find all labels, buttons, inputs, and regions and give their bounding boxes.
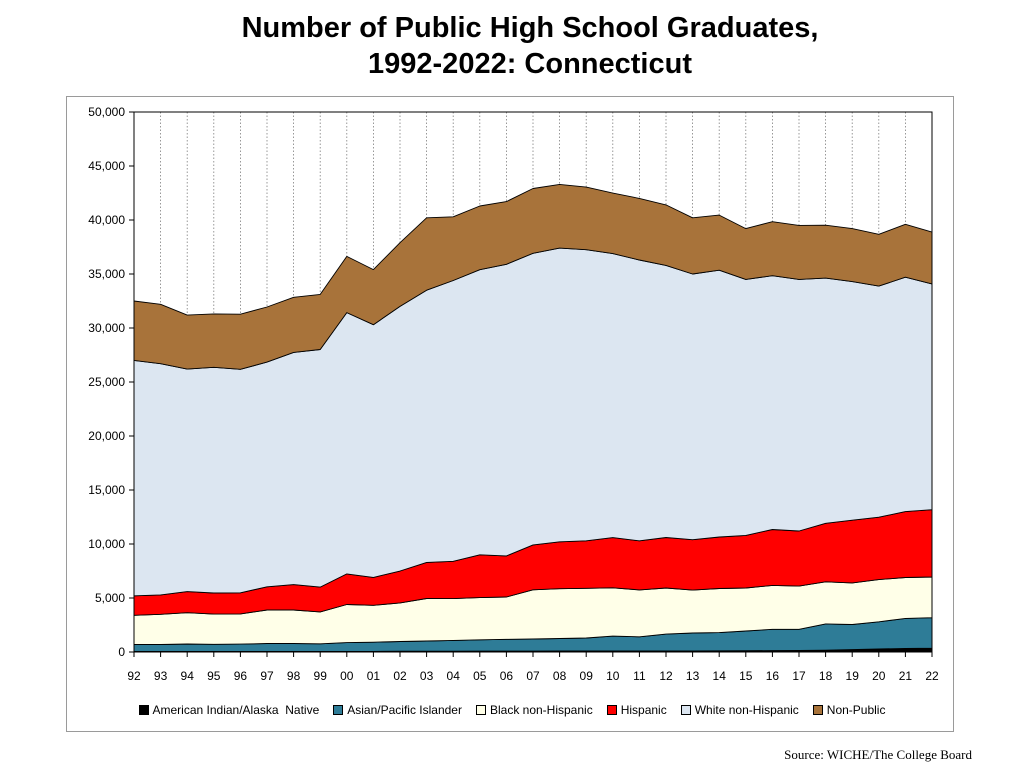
legend-label: American Indian/Alaska Native bbox=[152, 703, 320, 717]
chart-title-line-2: 1992-2022: Connecticut bbox=[368, 48, 692, 80]
legend-item: Hispanic bbox=[606, 703, 667, 717]
x-tick-label: 01 bbox=[367, 669, 381, 683]
y-tick-label: 25,000 bbox=[88, 375, 125, 389]
y-tick-label: 20,000 bbox=[88, 429, 125, 443]
y-tick-label: 15,000 bbox=[88, 483, 125, 497]
legend-swatch bbox=[475, 705, 486, 715]
chart-title: Number of Public High School Graduates, … bbox=[0, 10, 1024, 82]
x-tick-label: 05 bbox=[473, 669, 487, 683]
x-tick-label: 98 bbox=[287, 669, 301, 683]
x-tick-label: 09 bbox=[580, 669, 594, 683]
legend-item: Asian/Pacific Islander bbox=[333, 703, 462, 717]
x-tick-label: 14 bbox=[713, 669, 727, 683]
legend-swatch bbox=[680, 705, 691, 715]
legend-label: White non-Hispanic bbox=[694, 703, 799, 717]
legend-label: Asian/Pacific Islander bbox=[347, 703, 462, 717]
legend-item: Non-Public bbox=[812, 703, 886, 717]
x-tick-label: 15 bbox=[739, 669, 753, 683]
legend-label: Black non-Hispanic bbox=[489, 703, 593, 717]
x-tick-label: 93 bbox=[154, 669, 168, 683]
x-tick-label: 10 bbox=[606, 669, 620, 683]
x-tick-label: 21 bbox=[899, 669, 913, 683]
x-tick-label: 22 bbox=[925, 669, 939, 683]
chart-title-line-1: Number of Public High School Graduates, bbox=[241, 12, 819, 44]
x-tick-label: 13 bbox=[686, 669, 700, 683]
legend-swatch bbox=[333, 705, 344, 715]
legend-swatch bbox=[606, 705, 617, 715]
y-tick-label: 40,000 bbox=[88, 213, 125, 227]
x-tick-label: 02 bbox=[393, 669, 407, 683]
y-tick-label: 5,000 bbox=[95, 591, 125, 605]
x-tick-label: 19 bbox=[846, 669, 860, 683]
x-tick-label: 97 bbox=[260, 669, 274, 683]
y-tick-label: 0 bbox=[118, 645, 125, 659]
x-tick-label: 00 bbox=[340, 669, 354, 683]
y-tick-label: 35,000 bbox=[88, 267, 125, 281]
x-tick-label: 94 bbox=[181, 669, 195, 683]
y-tick-label: 50,000 bbox=[88, 105, 125, 119]
chart-legend: American Indian/Alaska Native Asian/Pacif… bbox=[0, 703, 1024, 717]
x-tick-label: 06 bbox=[500, 669, 514, 683]
y-tick-label: 10,000 bbox=[88, 537, 125, 551]
legend-swatch bbox=[812, 705, 823, 715]
x-tick-label: 07 bbox=[526, 669, 540, 683]
x-tick-label: 95 bbox=[207, 669, 221, 683]
x-tick-label: 17 bbox=[792, 669, 806, 683]
x-tick-label: 04 bbox=[447, 669, 461, 683]
legend-label: Hispanic bbox=[620, 703, 667, 717]
x-tick-label: 12 bbox=[659, 669, 673, 683]
legend-label: Non-Public bbox=[826, 703, 886, 717]
y-tick-label: 30,000 bbox=[88, 321, 125, 335]
x-tick-label: 08 bbox=[553, 669, 567, 683]
source-note: Source: WICHE/The College Board bbox=[784, 747, 972, 762]
legend-item: American Indian/Alaska Native bbox=[138, 703, 320, 717]
x-tick-label: 11 bbox=[633, 669, 646, 683]
legend-item: White non-Hispanic bbox=[680, 703, 799, 717]
legend-swatch bbox=[138, 705, 149, 715]
x-tick-label: 99 bbox=[314, 669, 328, 683]
y-tick-label: 45,000 bbox=[88, 159, 125, 173]
x-tick-label: 20 bbox=[872, 669, 886, 683]
legend-item: Black non-Hispanic bbox=[475, 703, 593, 717]
x-tick-label: 03 bbox=[420, 669, 434, 683]
x-tick-label: 96 bbox=[234, 669, 248, 683]
x-tick-label: 18 bbox=[819, 669, 833, 683]
x-tick-label: 16 bbox=[766, 669, 780, 683]
x-tick-label: 92 bbox=[127, 669, 141, 683]
